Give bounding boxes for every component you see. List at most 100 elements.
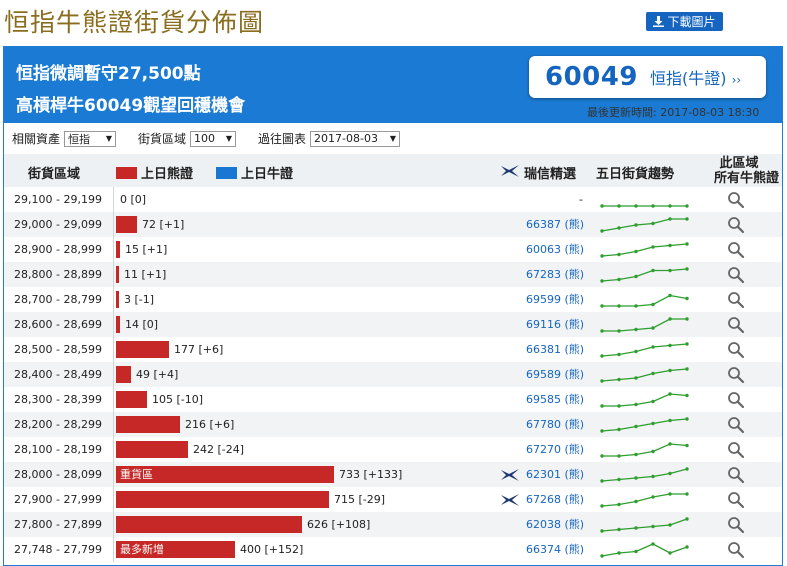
bear-bar[interactable]	[116, 316, 120, 333]
trend-line	[601, 268, 688, 282]
bear-bar[interactable]	[116, 516, 302, 533]
cbbc-code-link[interactable]: 66387 (熊)	[526, 218, 585, 231]
magnifier-icon[interactable]	[727, 341, 745, 362]
cbbc-code-link[interactable]: 67780 (熊)	[526, 418, 585, 431]
header-all-cbbc: 此區域 所有牛熊證	[714, 156, 779, 186]
magnifier-icon[interactable]	[727, 291, 745, 312]
cbbc-code-link[interactable]: 69599 (熊)	[526, 293, 585, 306]
trend-line	[601, 243, 688, 257]
cbbc-code-link[interactable]: 66374 (熊)	[526, 543, 585, 556]
bear-bar[interactable]	[116, 416, 180, 433]
trend-point	[668, 442, 672, 446]
trend-point	[634, 349, 638, 354]
trend-point	[617, 477, 621, 482]
trend-point	[651, 542, 655, 546]
cbbc-code-link[interactable]: 60063 (熊)	[526, 243, 585, 256]
trend-line	[601, 418, 688, 432]
quote-code[interactable]: 60049	[545, 62, 638, 92]
trend-point	[685, 267, 689, 271]
bar-value: 49 [+4]	[136, 368, 179, 381]
cbbc-code-link[interactable]: 67283 (熊)	[526, 268, 585, 281]
row-divider	[113, 312, 114, 337]
bear-bar[interactable]	[116, 241, 120, 258]
bear-bar[interactable]	[116, 291, 119, 308]
magnifier-icon[interactable]	[727, 466, 745, 487]
cbbc-code-link: -	[579, 193, 583, 206]
bear-bar[interactable]	[116, 491, 329, 508]
magnifier-icon[interactable]	[727, 216, 745, 237]
magnifier-icon[interactable]	[727, 241, 745, 262]
cbbc-code-link[interactable]: 66381 (熊)	[526, 343, 585, 356]
cbbc-code-link[interactable]: 62038 (熊)	[526, 518, 585, 531]
cbbc-code-link[interactable]: 69585 (熊)	[526, 393, 585, 406]
bear-bar[interactable]	[116, 341, 169, 358]
row-range: 28,700 - 28,799	[14, 293, 102, 306]
cbbc-code-link[interactable]: 62301 (熊)	[526, 468, 585, 481]
magnifier-icon[interactable]	[727, 516, 745, 537]
trend-point	[634, 304, 638, 308]
row-range: 28,000 - 28,099	[14, 468, 102, 481]
trend-point	[668, 343, 672, 348]
magnifier-icon[interactable]	[727, 491, 745, 512]
trend-point	[685, 517, 689, 521]
quote-box[interactable]: 60049 恒指(牛證) ››	[529, 56, 766, 98]
trend-point	[651, 245, 655, 249]
trend-point	[600, 379, 604, 383]
magnifier-icon[interactable]	[727, 416, 745, 437]
magnifier-icon[interactable]	[727, 266, 745, 287]
trend-point	[668, 293, 672, 298]
trend-point	[600, 479, 604, 483]
title-row: 恒指牛熊證街貨分佈圖 下載圖片	[0, 0, 787, 38]
headline-1[interactable]: 恒指微調暫守27,500點	[16, 64, 201, 84]
bear-bar[interactable]	[116, 266, 119, 283]
header-all-line1: 此區域	[719, 156, 759, 171]
asset-select[interactable]: 恒指 ▼	[64, 130, 117, 147]
five-day-trend-chart	[600, 317, 689, 333]
row-range: 27,900 - 27,999	[14, 493, 102, 506]
table-row: 28,800 - 28,899 11 [+1] 67283 (熊)	[4, 262, 782, 287]
five-day-trend-chart	[600, 367, 689, 383]
magnifier-icon[interactable]	[727, 191, 745, 212]
bear-bar[interactable]	[116, 391, 147, 408]
trend-point	[600, 204, 604, 208]
cbbc-code-link[interactable]: 67270 (熊)	[526, 443, 585, 456]
bar-value: 105 [-10]	[152, 393, 204, 406]
trend-point	[685, 317, 689, 321]
date-select[interactable]: 2017-08-03 ▼	[310, 130, 401, 147]
bar-value: 400 [+152]	[240, 543, 304, 556]
download-image-button[interactable]: 下載圖片	[646, 12, 723, 31]
row-range: 28,500 - 28,599	[14, 343, 102, 356]
row-divider	[113, 537, 114, 562]
headline-2[interactable]: 高槓桿牛60049觀望回穩機會	[16, 96, 246, 116]
five-day-trend-chart	[600, 492, 689, 508]
trend-point	[617, 527, 621, 532]
bear-bar[interactable]: 最多新增	[116, 541, 235, 558]
row-range: 28,100 - 28,199	[14, 443, 102, 456]
trend-point	[600, 404, 604, 408]
bar-value: 0 [0]	[120, 193, 147, 206]
trend-point	[651, 326, 655, 330]
bear-bar[interactable]	[116, 216, 137, 233]
bear-bar[interactable]	[116, 366, 131, 383]
trend-point	[600, 529, 604, 533]
cbbc-code-link[interactable]: 69116 (熊)	[526, 318, 585, 331]
trend-point	[651, 421, 655, 426]
magnifier-icon[interactable]	[727, 391, 745, 412]
dropdown-arrow-icon: ▼	[389, 134, 397, 143]
magnifier-icon[interactable]	[727, 441, 745, 462]
bear-bar[interactable]	[116, 441, 188, 458]
cbbc-code-link[interactable]: 67268 (熊)	[526, 493, 585, 506]
cbbc-code-link[interactable]: 69589 (熊)	[526, 368, 585, 381]
magnifier-icon[interactable]	[727, 541, 745, 562]
interval-select[interactable]: 100 ▼	[190, 130, 237, 147]
magnifier-icon[interactable]	[727, 366, 745, 387]
quote-link[interactable]: 恒指(牛證) ››	[650, 65, 741, 89]
trend-point	[617, 252, 621, 257]
magnifier-icon[interactable]	[727, 316, 745, 337]
double-chevron-icon: ››	[731, 73, 742, 87]
trend-point	[617, 329, 621, 333]
table-header: 街貨區域 上日熊證 上日牛證 瑞信精選 五日街貨趨勢 此區域 所有牛熊證	[4, 154, 782, 187]
trend-point	[600, 554, 604, 558]
download-icon	[653, 16, 665, 27]
bear-bar[interactable]: 重貨區	[116, 466, 334, 483]
